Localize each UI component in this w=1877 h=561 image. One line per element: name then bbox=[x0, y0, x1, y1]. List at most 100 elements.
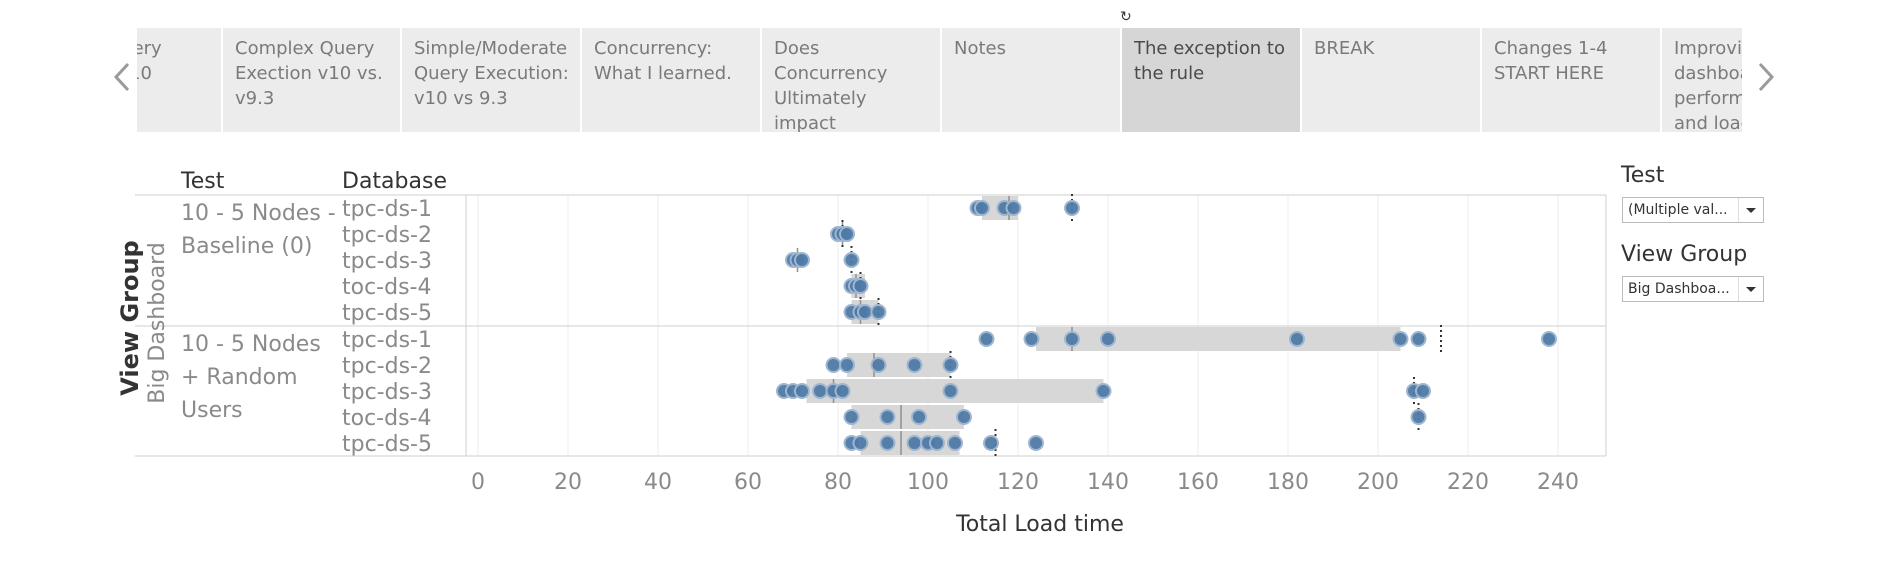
story-tab[interactable]: BREAK bbox=[1302, 28, 1482, 132]
data-point bbox=[906, 435, 923, 451]
story-tab-label: Concurrency: What I learned. bbox=[594, 38, 732, 84]
test-label-line: Baseline (0) bbox=[181, 234, 312, 259]
x-tick-label: 40 bbox=[644, 470, 672, 495]
test-label-line: + Random bbox=[181, 365, 298, 390]
data-point bbox=[1064, 331, 1080, 347]
story-tab-label: Changes 1-4 START HERE bbox=[1494, 38, 1608, 84]
data-point bbox=[942, 383, 959, 399]
dropdown-arrow-icon[interactable] bbox=[1738, 198, 1763, 222]
story-tab-label: Does Concurrency Ultimately impact Load … bbox=[774, 38, 888, 132]
data-point bbox=[974, 200, 990, 216]
database-label: tpc-ds-2 bbox=[342, 223, 432, 248]
data-point bbox=[870, 304, 887, 320]
filter-test-dropdown[interactable]: (Multiple val... bbox=[1622, 197, 1764, 223]
chart-area: 10 - 5 Nodes -Baseline (0)tpc-ds-1tpc-ds… bbox=[116, 169, 1607, 537]
data-point bbox=[942, 357, 959, 373]
data-point bbox=[843, 252, 860, 268]
reset-icon[interactable]: ↻ bbox=[1120, 9, 1132, 25]
data-point bbox=[1410, 331, 1427, 347]
story-tab-label: Improving dashboard performance and load bbox=[1674, 38, 1742, 132]
x-tick-label: 160 bbox=[1177, 470, 1219, 495]
data-point bbox=[1064, 200, 1080, 216]
data-point bbox=[1541, 331, 1557, 347]
x-tick-label: 100 bbox=[907, 470, 949, 495]
x-tick-label: 120 bbox=[997, 470, 1039, 495]
data-point bbox=[1028, 435, 1044, 451]
story-tab[interactable]: Notes bbox=[942, 28, 1122, 132]
filter-test-title: Test bbox=[1621, 163, 1665, 188]
scroll-left-arrow-icon[interactable] bbox=[108, 58, 136, 96]
x-axis-ticks: 0 20 40 60 80 100 120 140 160 180 200 220 240 bbox=[471, 470, 1579, 495]
database-label: toc-ds-4 bbox=[342, 406, 431, 431]
test-label-line: 10 - 5 Nodes bbox=[181, 332, 321, 357]
data-point bbox=[1392, 331, 1409, 347]
x-tick-label: 200 bbox=[1357, 470, 1399, 495]
filter-view-group-title: View Group bbox=[1621, 242, 1748, 267]
test-label-line: 10 - 5 Nodes - bbox=[181, 201, 336, 226]
row-labels: 10 - 5 Nodes -Baseline (0)tpc-ds-1tpc-ds… bbox=[181, 197, 432, 457]
data-point bbox=[852, 435, 869, 451]
data-point bbox=[1005, 200, 1022, 216]
data-point bbox=[812, 383, 828, 399]
scroll-right-arrow-icon[interactable] bbox=[1752, 58, 1780, 96]
x-tick-label: 240 bbox=[1537, 470, 1579, 495]
story-tab-label: Complex Query Exection v10 vs. v9.3 bbox=[235, 38, 383, 109]
data-point bbox=[1100, 331, 1116, 347]
data-point bbox=[794, 252, 810, 268]
filter-view-group-dropdown[interactable]: Big Dashboa... bbox=[1622, 276, 1764, 302]
chart-frame bbox=[135, 194, 1607, 457]
data-point bbox=[857, 304, 873, 320]
data-point bbox=[843, 409, 860, 425]
story-tab[interactable]: Does Concurrency Ultimately impact Load … bbox=[762, 28, 942, 132]
header-database: Database bbox=[342, 169, 447, 194]
x-tick-label: 180 bbox=[1267, 470, 1309, 495]
database-label: tpc-ds-5 bbox=[342, 432, 432, 457]
x-tick-label: 20 bbox=[554, 470, 582, 495]
database-label: tpc-ds-3 bbox=[342, 249, 432, 274]
database-label: tpc-ds-5 bbox=[342, 301, 432, 326]
story-tab[interactable]: Improving dashboard performance and load bbox=[1662, 28, 1742, 132]
test-label-line: Users bbox=[181, 398, 243, 423]
x-tick-label: 140 bbox=[1087, 470, 1129, 495]
test-label: 10 - 5 Nodes - Baseline (0) bbox=[181, 201, 336, 259]
database-label: tpc-ds-3 bbox=[342, 380, 432, 405]
story-tab[interactable]: Query , v10 bbox=[137, 28, 223, 132]
x-axis-title: Total Load time bbox=[955, 512, 1124, 537]
data-point bbox=[1410, 409, 1427, 425]
database-label: tpc-ds-2 bbox=[342, 354, 432, 379]
story-tab-label: The exception to the rule bbox=[1134, 38, 1285, 84]
story-tab-label: Notes bbox=[954, 38, 1006, 59]
view-group-value: Big Dashboard bbox=[145, 242, 170, 404]
story-tab[interactable]: The exception to the rule bbox=[1122, 28, 1302, 132]
data-point bbox=[978, 331, 995, 347]
data-point bbox=[1289, 331, 1305, 347]
filter-view-group-value: Big Dashboa... bbox=[1628, 281, 1730, 297]
test-label: 10 - 5 Nodes + Random Users bbox=[181, 332, 321, 423]
story-tab[interactable]: Complex Query Exection v10 vs. v9.3 bbox=[223, 28, 402, 132]
database-label: toc-ds-4 bbox=[342, 275, 431, 300]
box-band bbox=[1036, 327, 1401, 351]
data-points bbox=[776, 200, 1557, 451]
header-test: Test bbox=[180, 169, 225, 194]
data-point bbox=[911, 409, 927, 425]
data-point bbox=[825, 357, 842, 373]
data-point bbox=[834, 383, 851, 399]
x-tick-label: 60 bbox=[734, 470, 762, 495]
story-tab[interactable]: Changes 1-4 START HERE bbox=[1482, 28, 1662, 132]
data-point bbox=[879, 409, 896, 425]
data-point bbox=[947, 435, 963, 451]
story-tab[interactable]: Simple/Moderate Query Execution: v10 vs … bbox=[402, 28, 582, 132]
story-tab-label: Simple/Moderate Query Execution: v10 vs … bbox=[414, 38, 569, 109]
x-tick-label: 220 bbox=[1447, 470, 1489, 495]
data-point bbox=[1095, 383, 1112, 399]
dropdown-arrow-icon[interactable] bbox=[1738, 277, 1763, 301]
story-tab-label: BREAK bbox=[1314, 38, 1375, 59]
data-point bbox=[839, 357, 855, 373]
data-point bbox=[1023, 331, 1040, 347]
data-point bbox=[852, 278, 869, 294]
story-tab[interactable]: Concurrency: What I learned. bbox=[582, 28, 762, 132]
story-tab-label: Query , v10 bbox=[137, 38, 162, 84]
data-point bbox=[870, 357, 887, 373]
data-point bbox=[956, 409, 972, 425]
story-tabstrip: Query , v10 Complex Query Exection v10 vs… bbox=[137, 28, 1742, 132]
